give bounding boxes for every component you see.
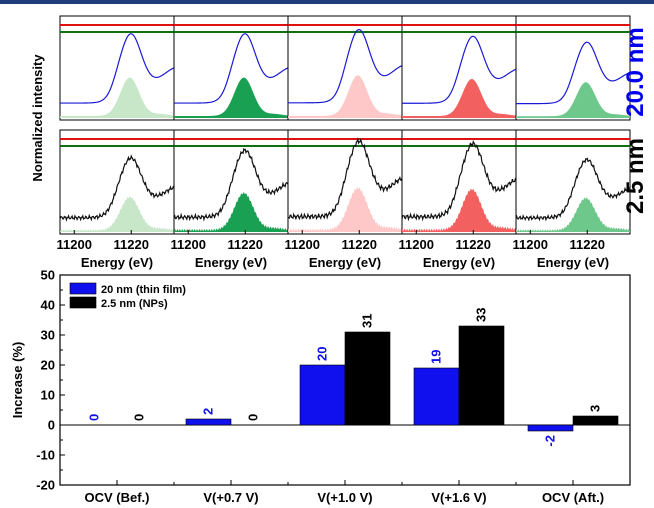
xanes-panel (173, 15, 289, 121)
bar-value-label: 2 (201, 408, 216, 415)
category-label: OCV (Aft.) (542, 490, 604, 505)
xanes-panels (59, 15, 631, 235)
bar (299, 364, 346, 426)
row-label-bottom: 2.5 nm (622, 138, 649, 214)
x-axis-label: Energy (eV) (309, 255, 381, 270)
bar (344, 331, 391, 426)
spectrum-fill (288, 75, 402, 118)
panel-frame (515, 15, 631, 121)
bar-plot-frame (59, 274, 631, 486)
x-tick-label: 11200 (399, 237, 434, 252)
xanes-panel (401, 15, 517, 121)
y-tick-label: 50 (41, 268, 55, 283)
spectrum-line (515, 157, 631, 222)
bar-value-label: 0 (246, 414, 261, 421)
spectrum-fill (402, 188, 516, 232)
xanes-panel (173, 129, 289, 235)
xanes-x-ticks: 11200 11220 Energy (eV) 11200 11220 Energy (e… (57, 230, 609, 270)
spectrum-line (288, 28, 403, 104)
category-label: V(+0.7 V) (203, 490, 258, 505)
spectrum-fill (516, 82, 630, 118)
legend-label: 20 nm (thin film) (101, 284, 186, 296)
spectrum-fill (288, 186, 402, 232)
xanes-ylabel: Normalized intensity (30, 54, 45, 182)
xanes-panel (515, 129, 631, 235)
x-axis-label: Energy (eV) (195, 255, 267, 270)
row-label-top: 20.0 nm (622, 27, 649, 116)
y-tick-label: -20 (36, 478, 55, 493)
bar (572, 415, 619, 426)
legend-swatch (69, 296, 97, 309)
y-tick-label: 0 (48, 418, 55, 433)
x-axis-label: Energy (eV) (81, 255, 153, 270)
xanes-panel (59, 15, 175, 121)
y-tick-label: -10 (36, 448, 55, 463)
category-label: V(+1.6 V) (431, 490, 486, 505)
bar-ylabel: Increase (%) (10, 342, 25, 419)
spectrum-line (60, 33, 175, 104)
y-tick-label: 30 (41, 328, 55, 343)
bar (527, 424, 574, 432)
x-tick-label: 11200 (171, 237, 206, 252)
category-label: OCV (Bef.) (85, 490, 150, 505)
bar-value-label: 19 (429, 350, 444, 364)
bar-value-label: 0 (87, 414, 102, 421)
spectrum-line (59, 154, 175, 222)
x-tick-label: 11220 (114, 237, 149, 252)
bar-value-label: 20 (315, 347, 330, 361)
x-tick-label: 11220 (342, 237, 377, 252)
x-tick-label: 11220 (456, 237, 491, 252)
legend-label: 2.5 nm (NPs) (101, 298, 168, 310)
x-tick-label: 11220 (228, 237, 263, 252)
spectrum-fill (174, 191, 288, 232)
spectrum-fill (402, 79, 516, 118)
x-axis-label: Energy (eV) (537, 255, 609, 270)
legend-swatch (69, 282, 97, 295)
x-axis-label: Energy (eV) (423, 255, 495, 270)
xanes-panel (287, 129, 403, 235)
spectrum-fill (60, 77, 174, 118)
spectrum-fill (174, 77, 288, 118)
spectrum-line (287, 137, 403, 221)
bar-value-label: -2 (543, 435, 558, 447)
bar-value-label: 3 (588, 405, 603, 412)
spectrum-line (516, 41, 631, 105)
spectrum-line (173, 147, 289, 222)
x-tick-label: 11200 (57, 237, 92, 252)
spectrum-line (174, 33, 289, 104)
x-tick-label: 11220 (570, 237, 605, 252)
bar (413, 367, 460, 426)
y-tick-label: 40 (41, 298, 55, 313)
spectrum-line (401, 139, 517, 222)
category-label: V(+1.0 V) (317, 490, 372, 505)
top-accent-bar (0, 0, 654, 4)
x-tick-label: 11200 (285, 237, 320, 252)
y-tick-label: 20 (41, 358, 55, 373)
y-tick-label: 10 (41, 388, 55, 403)
xanes-panel (401, 129, 517, 235)
xanes-panel (515, 15, 631, 121)
panel-frame (515, 129, 631, 235)
bar-value-label: 0 (132, 414, 147, 421)
xanes-panel (59, 129, 175, 235)
bar (458, 325, 505, 426)
spectrum-fill (516, 197, 630, 232)
spectrum-line (402, 35, 517, 104)
bar (185, 418, 232, 426)
bar-value-label: 33 (474, 308, 489, 322)
xanes-panel (287, 15, 403, 121)
x-tick-label: 11200 (513, 237, 548, 252)
spectrum-fill (60, 196, 174, 232)
bar-value-label: 31 (360, 314, 375, 328)
